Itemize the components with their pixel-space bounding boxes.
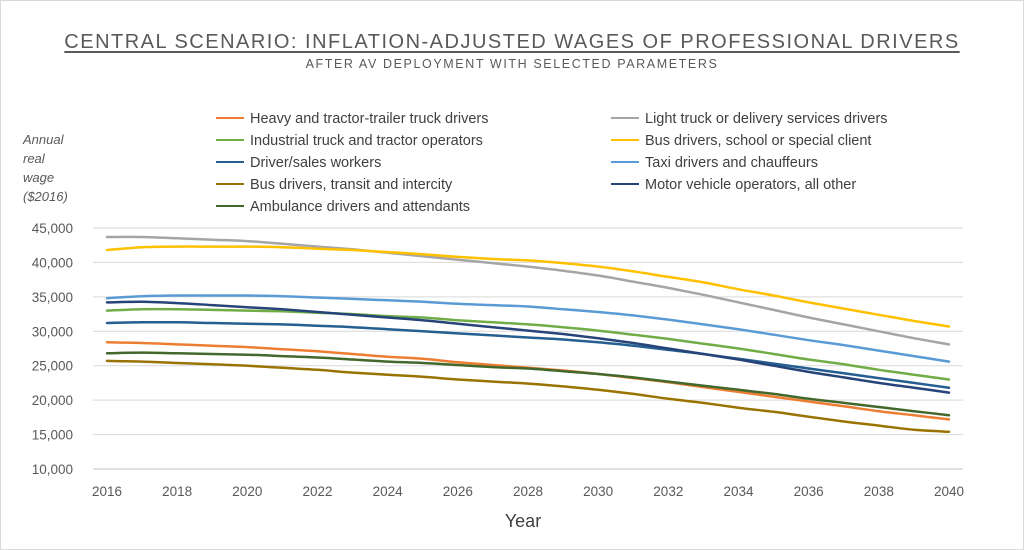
x-tick-label: 2036 bbox=[794, 484, 824, 499]
x-axis-title: Year bbox=[504, 511, 542, 531]
legend-swatch bbox=[611, 160, 639, 164]
legend-item: Taxi drivers and chauffeurs bbox=[611, 155, 818, 171]
x-tick-label: 2026 bbox=[443, 484, 473, 499]
y-tick-label: 30,000 bbox=[32, 324, 73, 339]
legend-item: Industrial truck and tractor operators bbox=[216, 133, 483, 149]
series-line-2 bbox=[105, 307, 951, 381]
legend-swatch bbox=[216, 116, 244, 120]
legend-swatch bbox=[611, 116, 639, 120]
legend-swatch bbox=[216, 182, 244, 186]
x-tick-label: 2020 bbox=[232, 484, 262, 499]
legend-label: Bus drivers, school or special client bbox=[645, 133, 872, 149]
legend-label: Ambulance drivers and attendants bbox=[250, 199, 471, 215]
y-axis-label-line-2: real bbox=[23, 151, 45, 166]
x-tick-label: 2032 bbox=[653, 484, 683, 499]
chart-title: CENTRAL SCENARIO: INFLATION-ADJUSTED WAG… bbox=[64, 31, 960, 53]
x-tick-label: 2022 bbox=[302, 484, 332, 499]
y-tick-label: 45,000 bbox=[32, 221, 73, 236]
legend-label: Heavy and tractor-trailer truck drivers bbox=[250, 111, 489, 127]
legend-item: Driver/sales workers bbox=[216, 155, 381, 171]
legend-item: Bus drivers, transit and intercity bbox=[216, 177, 452, 193]
legend-label: Taxi drivers and chauffeurs bbox=[645, 155, 819, 171]
legend-swatch bbox=[611, 138, 639, 142]
x-tick-label: 2024 bbox=[373, 484, 404, 499]
legend-label: Bus drivers, transit and intercity bbox=[250, 177, 453, 193]
x-tick-label: 2034 bbox=[723, 484, 754, 499]
legend-item: Heavy and tractor-trailer truck drivers bbox=[216, 111, 489, 127]
x-tick-label: 2038 bbox=[864, 484, 894, 499]
series-line-5 bbox=[105, 294, 951, 363]
legend-label: Motor vehicle operators, all other bbox=[645, 177, 857, 193]
x-tick-label: 2018 bbox=[162, 484, 192, 499]
y-tick-label: 25,000 bbox=[32, 359, 73, 374]
legend-item: Ambulance drivers and attendants bbox=[216, 199, 470, 215]
legend-item: Light truck or delivery services drivers bbox=[611, 111, 888, 127]
legend-swatch bbox=[611, 182, 639, 186]
y-tick-label: 20,000 bbox=[32, 393, 73, 408]
y-tick-label: 35,000 bbox=[32, 290, 73, 305]
series-line-4 bbox=[105, 320, 951, 389]
y-tick-label: 10,000 bbox=[32, 462, 73, 477]
series-line-1 bbox=[105, 235, 951, 346]
y-tick-label: 15,000 bbox=[32, 428, 73, 443]
y-axis-label-line-3: wage bbox=[23, 170, 55, 185]
y-axis-label-line-4: ($2016) bbox=[23, 189, 68, 204]
series-line-6 bbox=[105, 359, 951, 434]
chart-subtitle: AFTER AV DEPLOYMENT WITH SELECTED PARAME… bbox=[305, 57, 719, 71]
x-tick-label: 2016 bbox=[92, 484, 122, 499]
series-line-8 bbox=[105, 351, 951, 417]
x-tick-label: 2030 bbox=[583, 484, 613, 499]
legend-swatch bbox=[216, 204, 244, 208]
legend-item: Bus drivers, school or special client bbox=[611, 133, 871, 149]
series-line-7 bbox=[105, 300, 951, 394]
legend-label: Light truck or delivery services drivers bbox=[645, 111, 888, 127]
legend-swatch bbox=[216, 138, 244, 142]
legend-item: Motor vehicle operators, all other bbox=[611, 177, 856, 193]
x-tick-label: 2040 bbox=[934, 484, 964, 499]
x-tick-label: 2028 bbox=[513, 484, 543, 499]
legend-swatch bbox=[216, 160, 244, 164]
legend-label: Driver/sales workers bbox=[250, 155, 382, 171]
y-axis-label-line-1: Annual bbox=[23, 132, 64, 147]
legend-label: Industrial truck and tractor operators bbox=[250, 133, 483, 149]
y-tick-label: 40,000 bbox=[32, 255, 73, 270]
series-line-3 bbox=[105, 245, 951, 328]
